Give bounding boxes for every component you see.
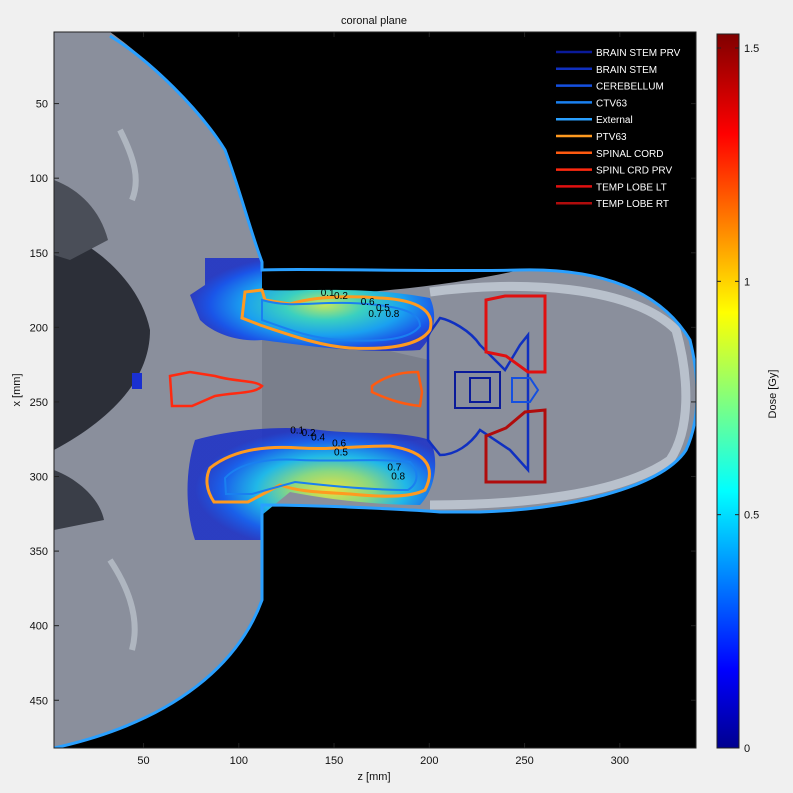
x-axis-label: z [mm] — [358, 771, 391, 783]
x-tick-label: 50 — [137, 755, 149, 767]
y-tick-label: 100 — [30, 173, 48, 185]
y-tick-label: 350 — [30, 546, 48, 558]
isodose-label: 0.5 — [376, 303, 390, 314]
legend-entry: BRAIN STEM PRV — [596, 48, 681, 59]
y-tick-label: 250 — [30, 397, 48, 409]
x-tick-label: 150 — [325, 755, 343, 767]
y-tick-label: 50 — [36, 99, 48, 111]
y-tick-label: 150 — [30, 248, 48, 260]
isodose-label: 0.7 — [387, 463, 401, 474]
y-axis-label: x [mm] — [11, 374, 23, 407]
legend-entry: TEMP LOBE RT — [596, 199, 669, 210]
y-tick-label: 400 — [30, 621, 48, 633]
isodose-label: 0.7 — [368, 309, 382, 320]
chart-title: coronal plane — [341, 15, 407, 27]
ct-image — [54, 32, 696, 748]
y-tick-label: 200 — [30, 322, 48, 334]
colorbar-tick-label: 0.5 — [744, 510, 759, 522]
legend: BRAIN STEM PRV BRAIN STEM CEREBELLUM CTV63 E… — [556, 48, 681, 210]
colorbar-tick-label: 1.5 — [744, 43, 759, 55]
colorbar-ticks: 0 0.5 1 1.5 — [717, 43, 759, 755]
colorbar-tick-label: 0 — [744, 743, 750, 755]
legend-entry: TEMP LOBE LT — [596, 182, 667, 193]
legend-entry: PTV63 — [596, 132, 627, 143]
y-axis: 50 100 150 200 250 300 350 400 450 — [30, 99, 696, 707]
isodose-label: 0.5 — [334, 448, 348, 459]
x-tick-label: 250 — [515, 755, 533, 767]
legend-entry: CEREBELLUM — [596, 82, 664, 93]
isodose-label: 0.2 — [302, 428, 316, 439]
isodose-label: 0.6 — [332, 439, 346, 450]
y-tick-label: 300 — [30, 472, 48, 484]
isodose-label: 0.2 — [334, 291, 348, 302]
legend-entry: BRAIN STEM — [596, 65, 657, 76]
colorbar-tick-label: 1 — [744, 276, 750, 288]
colorbar — [716, 33, 740, 749]
legend-entry: CTV63 — [596, 98, 628, 109]
isodose-labels: 0.1 0.20.60.50.7 0.80.10.20.40.60.50.70.8 — [290, 288, 405, 482]
y-tick-label: 450 — [30, 695, 48, 707]
x-tick-label: 100 — [230, 755, 248, 767]
axes-frame — [53, 31, 697, 749]
x-tick-label: 200 — [420, 755, 438, 767]
colorbar-label: Dose [Gy] — [767, 370, 779, 419]
legend-entry: External — [596, 115, 633, 126]
isodose-label: 0.6 — [361, 297, 375, 308]
isodose-label: 0.1 — [290, 425, 304, 436]
isodose-label: 0.1 — [321, 288, 335, 299]
isodose-label: 0.8 — [391, 472, 405, 483]
isodose-label: 0.8 — [385, 309, 399, 320]
x-tick-label: 300 — [611, 755, 629, 767]
legend-entry: SPINL CRD PRV — [596, 166, 672, 177]
legend-entry: SPINAL CORD — [596, 149, 663, 160]
x-axis: 50 100 150 200 250 300 — [137, 32, 629, 767]
isodose-label: 0.4 — [311, 433, 325, 444]
